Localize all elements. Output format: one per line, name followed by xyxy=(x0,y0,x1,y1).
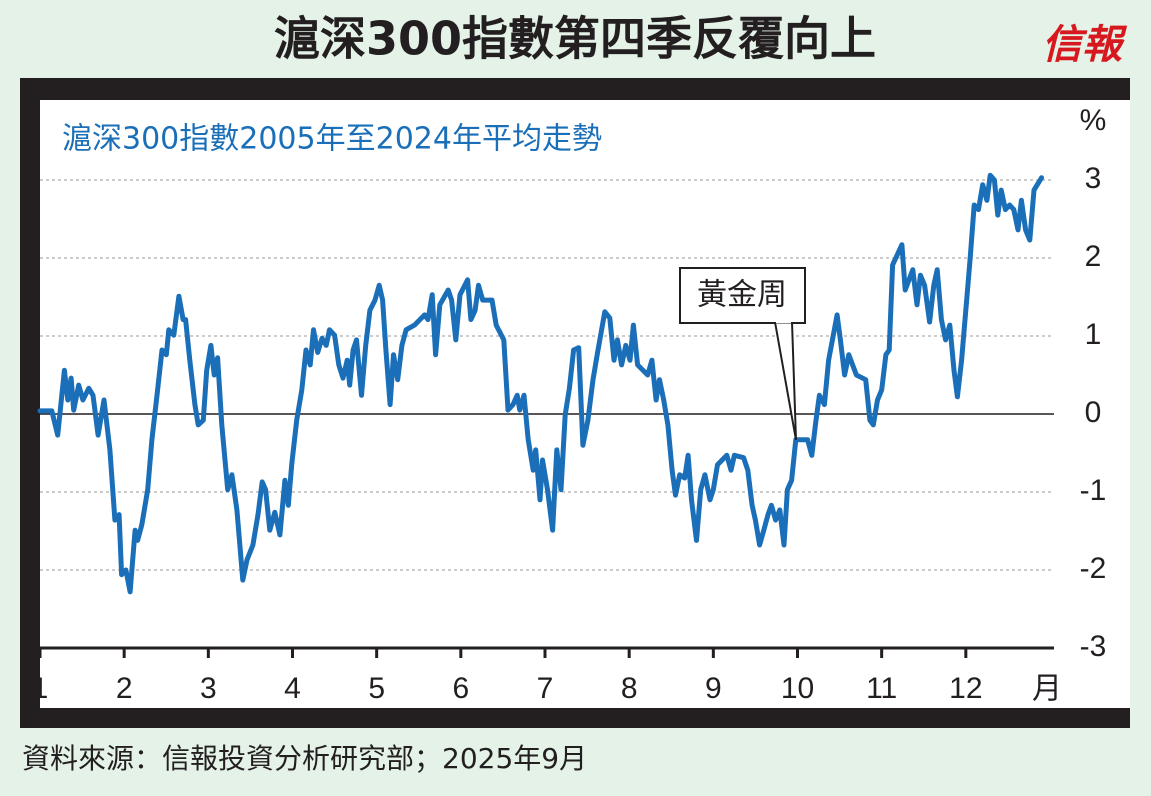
annotation: 黃金周 xyxy=(697,278,787,313)
x-tick-label: 1 xyxy=(32,672,49,705)
x-tick-label: 8 xyxy=(621,672,638,705)
x-tick-label: 3 xyxy=(200,672,217,705)
y-tick-label: 1 xyxy=(1085,318,1102,351)
x-tick-label: 2 xyxy=(116,672,133,705)
x-tick-label: 10 xyxy=(781,672,814,705)
x-tick-label: 11 xyxy=(866,672,897,705)
y-tick-label: -1 xyxy=(1080,474,1107,507)
x-tick-label: 9 xyxy=(705,672,722,705)
subtitle: 滬深300指數2005年至2024年平均走勢 xyxy=(62,122,602,157)
chart-title: 滬深300指數第四季反覆向上 xyxy=(274,12,876,66)
annotation-box xyxy=(679,267,806,324)
y-tick-label: -3 xyxy=(1080,630,1107,663)
y-tick-label: 2 xyxy=(1085,240,1102,273)
y-tick-label: 0 xyxy=(1085,396,1102,429)
y-tick-label: -2 xyxy=(1080,552,1107,585)
x-tick-label: 5 xyxy=(368,672,385,705)
x-tick-label: 7 xyxy=(537,672,554,705)
x-tick-label: 4 xyxy=(284,672,301,705)
annotation-leader xyxy=(774,321,797,441)
source: 資料來源：信報投資分析研究部；2025年9月 xyxy=(22,742,587,775)
data-line xyxy=(37,172,1045,595)
x-axis-label: 月 xyxy=(1032,672,1062,707)
logo: 信報 xyxy=(1042,21,1128,68)
x-tick-label: 6 xyxy=(452,672,469,705)
x-tick-label: 12 xyxy=(949,672,982,705)
y-axis-label: % xyxy=(1080,104,1107,137)
y-tick-label: 3 xyxy=(1085,162,1102,195)
